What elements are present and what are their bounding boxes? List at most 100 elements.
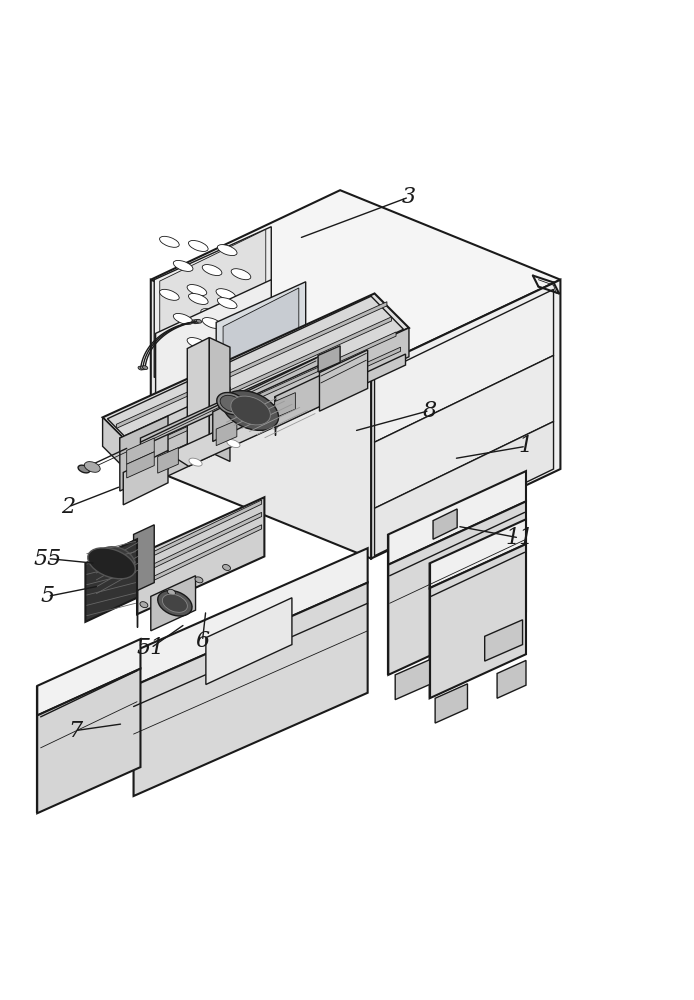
- Ellipse shape: [192, 320, 197, 324]
- Text: 5: 5: [40, 585, 55, 607]
- Ellipse shape: [216, 342, 236, 353]
- Text: 7: 7: [68, 720, 82, 742]
- Ellipse shape: [142, 366, 148, 369]
- Text: 6: 6: [196, 630, 210, 652]
- Polygon shape: [108, 296, 403, 452]
- Polygon shape: [137, 354, 405, 490]
- Polygon shape: [103, 293, 409, 452]
- Polygon shape: [389, 471, 526, 565]
- Ellipse shape: [217, 298, 237, 309]
- Ellipse shape: [160, 236, 179, 247]
- Ellipse shape: [202, 265, 222, 276]
- Ellipse shape: [223, 391, 278, 430]
- Ellipse shape: [201, 309, 221, 320]
- Ellipse shape: [227, 440, 240, 448]
- Ellipse shape: [259, 370, 278, 381]
- Ellipse shape: [187, 338, 207, 349]
- Ellipse shape: [158, 591, 192, 616]
- Polygon shape: [120, 416, 168, 491]
- Ellipse shape: [217, 392, 246, 415]
- Ellipse shape: [167, 589, 176, 595]
- Polygon shape: [210, 338, 230, 461]
- Polygon shape: [375, 289, 554, 442]
- Text: 51: 51: [137, 637, 165, 659]
- Polygon shape: [140, 525, 262, 587]
- Ellipse shape: [220, 395, 243, 412]
- Polygon shape: [430, 544, 526, 698]
- Polygon shape: [117, 302, 387, 428]
- Polygon shape: [395, 660, 430, 700]
- Polygon shape: [133, 525, 154, 592]
- Ellipse shape: [323, 385, 330, 391]
- Polygon shape: [430, 519, 526, 588]
- Ellipse shape: [231, 396, 271, 425]
- Polygon shape: [126, 332, 396, 459]
- Ellipse shape: [140, 602, 148, 608]
- Polygon shape: [433, 509, 457, 539]
- Ellipse shape: [244, 337, 263, 348]
- Polygon shape: [151, 190, 561, 369]
- Text: 55: 55: [33, 548, 62, 570]
- Ellipse shape: [273, 341, 292, 352]
- Ellipse shape: [140, 366, 146, 370]
- Ellipse shape: [223, 564, 230, 570]
- Ellipse shape: [78, 465, 90, 473]
- Ellipse shape: [217, 245, 237, 256]
- Text: 11: 11: [505, 527, 533, 549]
- Polygon shape: [371, 280, 561, 559]
- Polygon shape: [37, 669, 140, 813]
- Ellipse shape: [195, 577, 203, 583]
- Polygon shape: [85, 539, 137, 622]
- Ellipse shape: [336, 379, 344, 385]
- Ellipse shape: [189, 240, 208, 251]
- Ellipse shape: [98, 547, 135, 574]
- Text: 1: 1: [519, 435, 533, 457]
- Polygon shape: [151, 576, 196, 631]
- Polygon shape: [275, 393, 296, 418]
- Polygon shape: [140, 500, 262, 562]
- Polygon shape: [130, 347, 400, 474]
- Ellipse shape: [244, 390, 263, 401]
- Ellipse shape: [189, 293, 208, 304]
- Ellipse shape: [85, 462, 100, 472]
- Polygon shape: [213, 393, 251, 441]
- Ellipse shape: [350, 374, 358, 380]
- Ellipse shape: [231, 322, 251, 333]
- Polygon shape: [389, 501, 526, 675]
- Polygon shape: [37, 639, 140, 715]
- Polygon shape: [375, 422, 554, 556]
- Text: 8: 8: [423, 400, 437, 422]
- Text: 3: 3: [402, 186, 416, 208]
- Polygon shape: [484, 620, 523, 661]
- Polygon shape: [103, 417, 137, 481]
- Ellipse shape: [88, 548, 135, 579]
- Ellipse shape: [214, 386, 235, 397]
- Polygon shape: [217, 282, 305, 377]
- Polygon shape: [121, 317, 391, 444]
- Polygon shape: [154, 227, 271, 377]
- Ellipse shape: [189, 458, 202, 466]
- Polygon shape: [151, 280, 371, 559]
- Ellipse shape: [230, 313, 249, 324]
- Ellipse shape: [196, 319, 201, 323]
- Polygon shape: [94, 538, 140, 605]
- Polygon shape: [497, 660, 526, 698]
- Ellipse shape: [174, 260, 193, 271]
- Ellipse shape: [257, 361, 277, 372]
- Polygon shape: [275, 369, 333, 428]
- Ellipse shape: [273, 394, 292, 405]
- Polygon shape: [375, 355, 554, 508]
- Text: 2: 2: [61, 496, 75, 518]
- Polygon shape: [435, 684, 468, 723]
- Ellipse shape: [264, 421, 278, 429]
- Ellipse shape: [231, 269, 251, 280]
- Ellipse shape: [228, 357, 248, 368]
- Ellipse shape: [160, 289, 179, 300]
- Polygon shape: [160, 229, 266, 374]
- Polygon shape: [133, 548, 368, 686]
- Ellipse shape: [187, 285, 207, 296]
- Polygon shape: [223, 288, 299, 372]
- Ellipse shape: [216, 289, 236, 300]
- Polygon shape: [133, 583, 368, 796]
- Polygon shape: [120, 387, 230, 451]
